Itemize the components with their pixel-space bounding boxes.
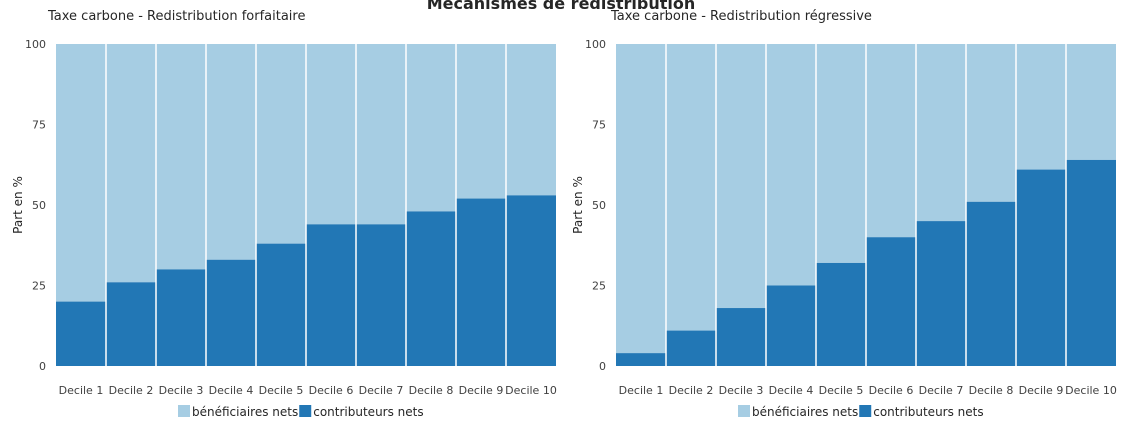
right-x-tick-label: Decile 4	[769, 384, 814, 397]
left-y-axis-label: Part en %	[11, 176, 25, 234]
left-bar-contributeurs-4	[206, 259, 256, 366]
right-bar-beneficiaires-6	[866, 44, 916, 238]
right-y-tick-label: 25	[592, 280, 606, 293]
left-chart-title: Taxe carbone - Redistribution forfaitair…	[48, 9, 306, 24]
left-bar-contributeurs-7	[356, 224, 406, 366]
left-y-tick-label: 0	[39, 360, 46, 373]
right-bar-beneficiaires-8	[966, 44, 1016, 202]
right-y-axis-label: Part en %	[571, 176, 585, 234]
right-x-tick-label: Decile 2	[669, 384, 714, 397]
left-legend-swatch-beneficiaires	[178, 405, 190, 417]
right-bar-beneficiaires-9	[1016, 44, 1066, 170]
right-x-tick-label: Decile 1	[619, 384, 664, 397]
left-x-tick-label: Decile 3	[159, 384, 204, 397]
right-bar-beneficiaires-1	[616, 44, 666, 354]
left-x-tick-label: Decile 8	[409, 384, 454, 397]
left-bar-beneficiaires-8	[406, 44, 456, 212]
left-y-tick-label: 100	[25, 38, 46, 51]
left-bar-beneficiaires-3	[156, 44, 206, 270]
right-bar-contributeurs-7	[916, 221, 966, 366]
right-bar-contributeurs-3	[716, 308, 766, 366]
right-x-tick-label: Decile 3	[719, 384, 764, 397]
left-bar-beneficiaires-7	[356, 44, 406, 225]
right-chart-title: Taxe carbone - Redistribution régressive	[611, 9, 872, 24]
left-x-tick-label: Decile 9	[459, 384, 504, 397]
left-y-tick-label: 50	[32, 199, 46, 212]
left-bar-contributeurs-6	[306, 224, 356, 366]
right-bar-contributeurs-10	[1066, 159, 1116, 366]
left-bar-contributeurs-10	[506, 195, 556, 366]
right-x-tick-label: Decile 6	[869, 384, 914, 397]
figure-title: Mécanismes de redistribution	[426, 0, 696, 13]
left-bar-contributeurs-8	[406, 211, 456, 366]
right-x-tick-label: Decile 8	[969, 384, 1014, 397]
right-bar-contributeurs-2	[666, 330, 716, 366]
left-y-tick-label: 75	[32, 119, 46, 132]
right-x-tick-label: Decile 9	[1019, 384, 1064, 397]
right-bar-beneficiaires-10	[1066, 44, 1116, 160]
right-bar-beneficiaires-2	[666, 44, 716, 331]
right-legend-label-beneficiaires: bénéficiaires nets	[752, 405, 858, 419]
right-bar-contributeurs-5	[816, 262, 866, 366]
right-y-tick-label: 0	[599, 360, 606, 373]
left-legend-label-beneficiaires: bénéficiaires nets	[192, 405, 298, 419]
left-bar-beneficiaires-10	[506, 44, 556, 196]
right-bar-beneficiaires-4	[766, 44, 816, 286]
right-legend-swatch-beneficiaires	[738, 405, 750, 417]
left-x-tick-label: Decile 4	[209, 384, 254, 397]
right-legend-label-contributeurs: contributeurs nets	[873, 405, 983, 419]
left-bar-contributeurs-9	[456, 198, 506, 366]
right-y-tick-label: 50	[592, 199, 606, 212]
left-bar-beneficiaires-6	[306, 44, 356, 225]
left-bar-contributeurs-2	[106, 282, 156, 366]
left-bar-contributeurs-3	[156, 269, 206, 366]
left-legend-label-contributeurs: contributeurs nets	[313, 405, 423, 419]
left-x-tick-label: Decile 2	[109, 384, 154, 397]
left-bar-beneficiaires-5	[256, 44, 306, 244]
left-bar-beneficiaires-4	[206, 44, 256, 260]
right-bar-contributeurs-4	[766, 285, 816, 366]
right-bar-beneficiaires-7	[916, 44, 966, 222]
right-bar-contributeurs-1	[616, 353, 666, 366]
left-bar-contributeurs-5	[256, 243, 306, 366]
right-bar-contributeurs-9	[1016, 169, 1066, 366]
right-y-tick-label: 100	[585, 38, 606, 51]
right-x-tick-label: Decile 7	[919, 384, 964, 397]
right-bar-beneficiaires-5	[816, 44, 866, 263]
left-bar-beneficiaires-9	[456, 44, 506, 199]
right-bar-contributeurs-8	[966, 201, 1016, 366]
left-y-tick-label: 25	[32, 280, 46, 293]
left-bar-beneficiaires-1	[56, 44, 106, 302]
right-bar-beneficiaires-3	[716, 44, 766, 309]
left-x-tick-label: Decile 6	[309, 384, 354, 397]
right-bar-contributeurs-6	[866, 237, 916, 366]
left-x-tick-label: Decile 5	[259, 384, 304, 397]
left-x-tick-label: Decile 1	[59, 384, 104, 397]
right-legend-swatch-contributeurs	[859, 405, 872, 417]
right-x-tick-label: Decile 10	[1065, 384, 1117, 397]
right-x-tick-label: Decile 5	[819, 384, 864, 397]
left-bar-contributeurs-1	[56, 301, 106, 366]
left-x-tick-label: Decile 7	[359, 384, 404, 397]
left-bar-beneficiaires-2	[106, 44, 156, 283]
left-x-tick-label: Decile 10	[505, 384, 557, 397]
left-legend-swatch-contributeurs	[299, 405, 312, 417]
right-y-tick-label: 75	[592, 119, 606, 132]
